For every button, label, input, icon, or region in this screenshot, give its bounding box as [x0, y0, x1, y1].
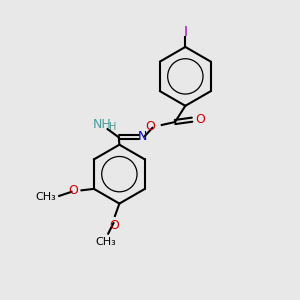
Text: O: O: [196, 112, 206, 126]
Text: O: O: [146, 120, 155, 133]
Text: CH₃: CH₃: [35, 192, 56, 202]
Text: H: H: [109, 122, 116, 132]
Text: CH₃: CH₃: [96, 237, 116, 247]
Text: O: O: [68, 184, 78, 197]
Text: O: O: [109, 220, 119, 232]
Text: NH: NH: [92, 118, 111, 131]
Text: I: I: [183, 25, 187, 39]
Text: N: N: [138, 130, 148, 143]
